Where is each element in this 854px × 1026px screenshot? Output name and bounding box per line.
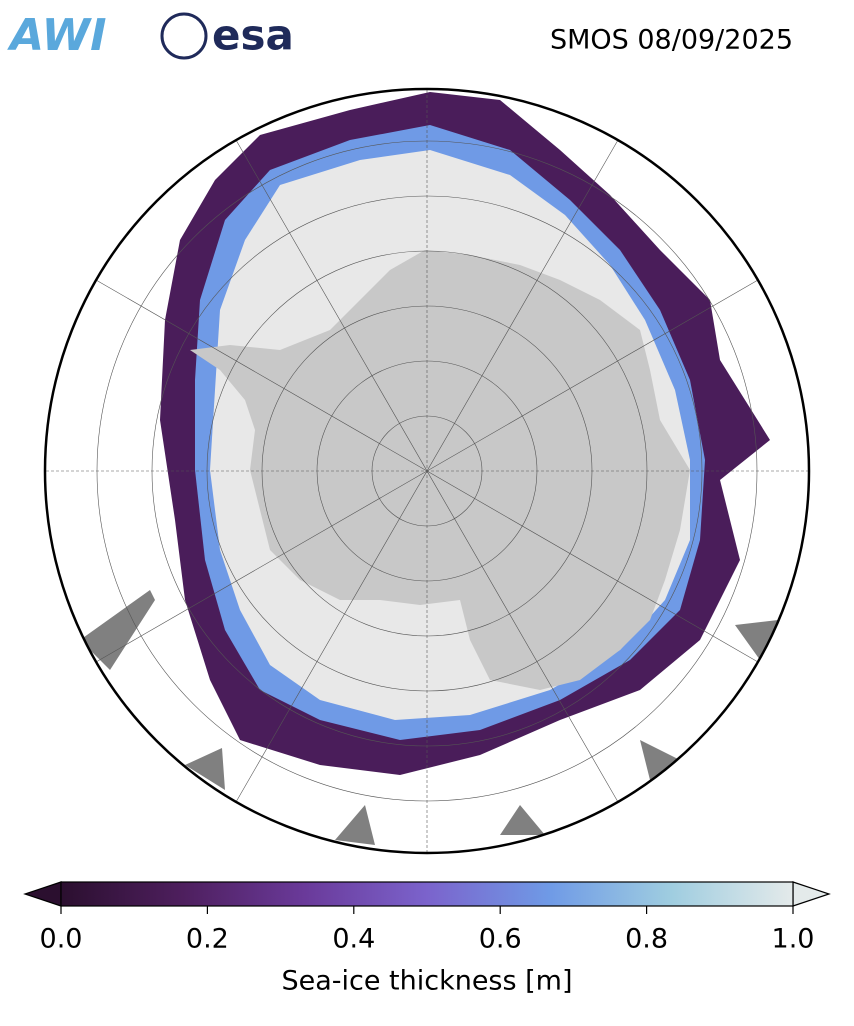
- esa-logo-mark: [160, 12, 208, 60]
- colorbar-extend-min: [23, 881, 62, 907]
- graticule: [45, 89, 809, 853]
- awi-logo: AWI: [7, 10, 107, 61]
- map: [45, 89, 809, 853]
- colorbar-tick-label: 0.6: [479, 924, 522, 955]
- colorbar-tick-label: 1.0: [772, 924, 815, 955]
- antarctica: [190, 250, 690, 690]
- colorbar-tick-label: 0.2: [186, 924, 229, 955]
- colorbar: [23, 881, 831, 914]
- colorbar-tick-label: 0.4: [332, 924, 375, 955]
- colorbar-tick-label: 0.0: [40, 924, 83, 955]
- colorbar-label: Sea-ice thickness [m]: [281, 966, 572, 997]
- colorbar-tick-label: 0.8: [625, 924, 668, 955]
- colorbar-extend-max: [792, 881, 831, 907]
- map-frame: [43, 87, 811, 855]
- title: SMOS 08/09/2025: [550, 25, 793, 56]
- esa-logo: esa: [212, 11, 294, 60]
- colorbar-bar: [60, 881, 794, 907]
